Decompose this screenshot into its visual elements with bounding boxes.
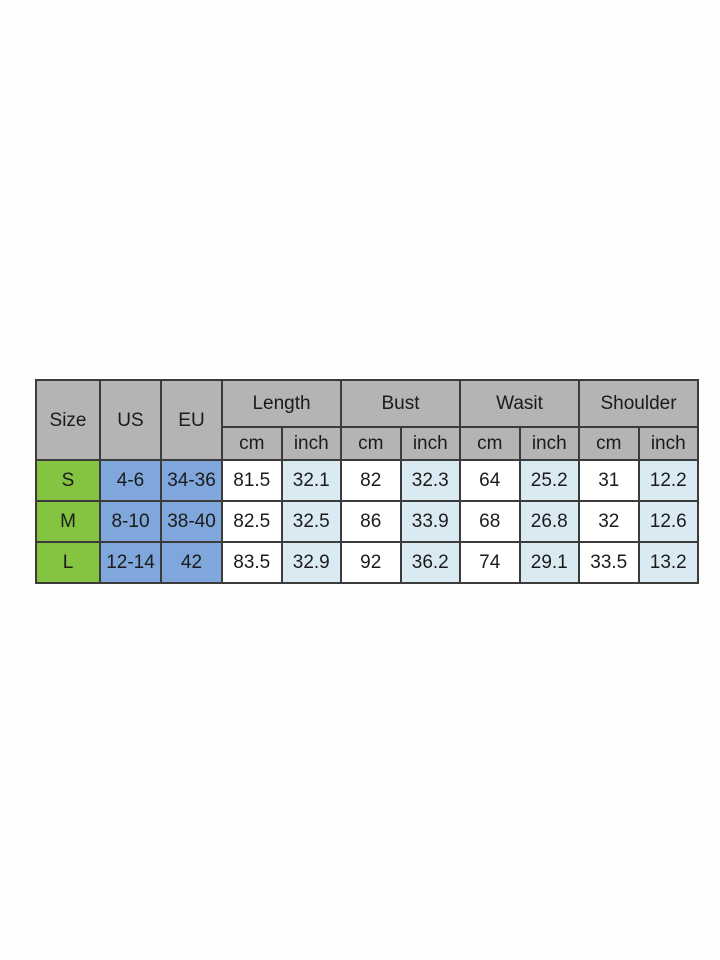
unit-shoulder-cm: cm [578, 426, 640, 461]
wasit-cm-cell: 68 [459, 500, 521, 543]
unit-length-cm: cm [221, 426, 283, 461]
header-group-bust: Bust [340, 379, 461, 428]
wasit-cm-cell: 64 [459, 459, 521, 502]
us-cell: 4-6 [99, 459, 162, 502]
length-inch-cell: 32.9 [280, 541, 342, 584]
bust-cm-cell: 82 [340, 459, 402, 502]
unit-length-inch: inch [280, 426, 342, 461]
wasit-inch-cell: 26.8 [518, 500, 581, 543]
unit-bust-cm: cm [340, 426, 402, 461]
header-size-cell: Size [35, 379, 101, 461]
wasit-inch-cell: 25.2 [518, 459, 581, 502]
eu-cell: 34-36 [160, 459, 223, 502]
unit-wasit-cm: cm [459, 426, 521, 461]
bust-inch-cell: 36.2 [399, 541, 461, 584]
table-row-m: M 8-10 38-40 82.5 32.5 86 33.9 68 26.8 3… [35, 500, 700, 543]
header-eu-cell: EU [160, 379, 223, 461]
header-us-cell: US [99, 379, 162, 461]
unit-bust-inch: inch [399, 426, 461, 461]
bust-inch-cell: 33.9 [399, 500, 461, 543]
unit-wasit-inch: inch [518, 426, 581, 461]
size-chart-table: Size US EU Length Bust Wasit Shoulder cm… [35, 379, 700, 584]
shoulder-cm-cell: 33.5 [578, 541, 640, 584]
us-cell: 12-14 [99, 541, 162, 584]
length-inch-cell: 32.1 [280, 459, 342, 502]
header-unit-row: cm inch cm inch cm inch cm inch [36, 426, 700, 461]
unit-shoulder-inch: inch [637, 426, 700, 461]
shoulder-cm-cell: 31 [578, 459, 640, 502]
shoulder-inch-cell: 12.2 [637, 459, 700, 502]
shoulder-inch-cell: 13.2 [637, 541, 700, 584]
bust-cm-cell: 86 [340, 500, 402, 543]
header-group-row: Size US EU Length Bust Wasit Shoulder [35, 379, 700, 461]
header-group-length: Length [221, 379, 342, 428]
us-cell: 8-10 [99, 500, 162, 543]
eu-cell: 42 [160, 541, 223, 584]
length-cm-cell: 81.5 [221, 459, 283, 502]
wasit-cm-cell: 74 [459, 541, 521, 584]
length-inch-cell: 32.5 [280, 500, 342, 543]
table-row-s: S 4-6 34-36 81.5 32.1 82 32.3 64 25.2 31… [35, 459, 700, 502]
length-cm-cell: 83.5 [221, 541, 283, 584]
wasit-inch-cell: 29.1 [518, 541, 581, 584]
size-cell: S [35, 459, 101, 502]
length-cm-cell: 82.5 [221, 500, 283, 543]
size-cell: M [35, 500, 101, 543]
shoulder-inch-cell: 12.6 [637, 500, 700, 543]
bust-inch-cell: 32.3 [399, 459, 461, 502]
header-group-wasit: Wasit [458, 379, 581, 428]
bust-cm-cell: 92 [340, 541, 402, 584]
table-row-l: L 12-14 42 83.5 32.9 92 36.2 74 29.1 33.… [35, 541, 700, 584]
size-cell: L [35, 541, 101, 584]
eu-cell: 38-40 [160, 500, 223, 543]
shoulder-cm-cell: 32 [578, 500, 640, 543]
header-group-shoulder: Shoulder [578, 379, 700, 428]
